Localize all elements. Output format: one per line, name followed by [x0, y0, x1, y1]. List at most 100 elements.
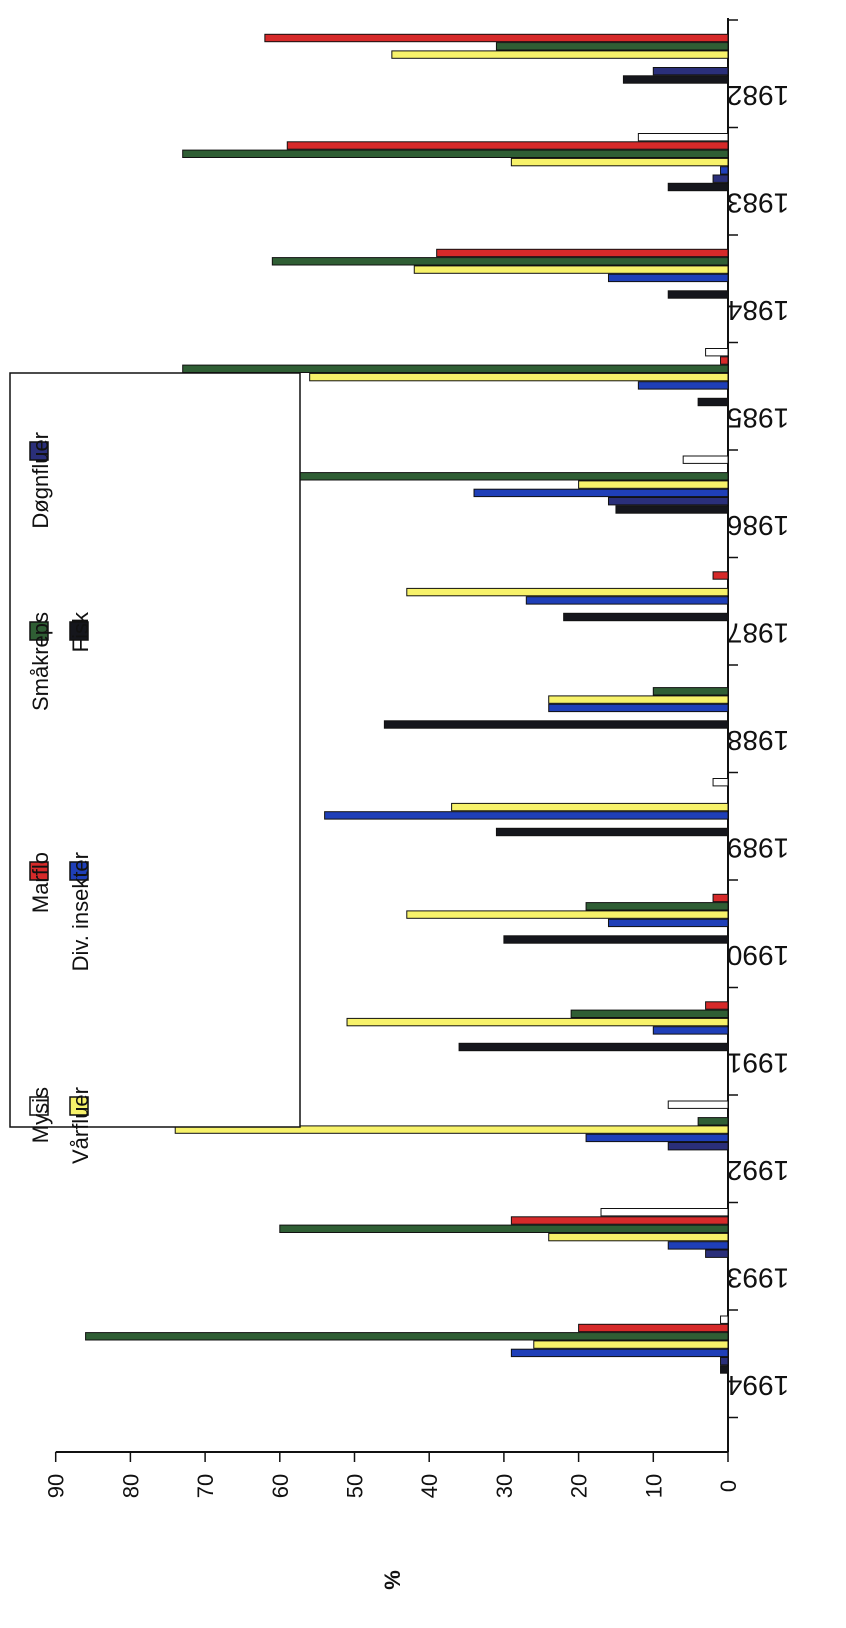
bar-mysis-1992 [667, 1100, 729, 1109]
bar-div-insekter-1988 [548, 703, 729, 713]
bar-div-insekter-1989 [324, 811, 729, 820]
bar-div-insekter-1993 [667, 1241, 729, 1250]
bar-fisk-1984 [667, 290, 729, 299]
bar-smakreps-1984 [271, 257, 729, 266]
bar-fisk-1983 [667, 182, 729, 192]
category-label-1986: 1986 [727, 510, 789, 541]
bar-varfluer-1993 [548, 1232, 729, 1242]
bar-varfluer-1987 [406, 587, 729, 597]
legend-box [9, 372, 301, 1128]
category-label-1993: 1993 [727, 1262, 789, 1293]
bar-fisk-1986 [615, 505, 729, 514]
bar-fisk-1989 [495, 827, 729, 837]
bar-smakreps-1993 [279, 1224, 729, 1233]
value-tick-label: 60 [268, 1474, 293, 1498]
bars-layer [85, 33, 729, 1374]
category-label-1994: 1994 [727, 1370, 789, 1401]
bar-fisk-1985 [697, 397, 729, 407]
value-tick-label: 70 [193, 1474, 218, 1498]
legend-label-d-gnfluer: Døgnfluer [28, 432, 53, 529]
bar-mysis-1985 [705, 348, 729, 357]
category-label-1988: 1988 [727, 725, 789, 756]
bar-div-insekter-1984 [607, 273, 729, 283]
bar-smakreps-1988 [652, 687, 729, 696]
bar-varfluer-1989 [451, 802, 729, 812]
legend-swatch-varfluer [69, 1096, 89, 1116]
bar-mysis-1993 [600, 1208, 729, 1217]
bar-marflo-1983 [286, 141, 729, 150]
bar-smakreps-1983 [182, 149, 729, 159]
bar-varfluer-1988 [548, 695, 729, 704]
legend-label-varfluer: Vårfluer [68, 1087, 93, 1164]
category-label-1983: 1983 [727, 187, 789, 218]
bar-mysis-1983 [637, 133, 729, 142]
legend-swatch-div-insekter [69, 861, 89, 881]
legend-label-smakreps: Småkreps [28, 612, 53, 711]
bar-smakreps-1982 [495, 42, 729, 51]
bar-varfluer-1991 [346, 1017, 729, 1027]
bar-varfluer-1986 [578, 480, 729, 489]
bar-marflo-1984 [436, 248, 729, 258]
category-label-1982: 1982 [727, 80, 789, 111]
value-tick-label: 50 [343, 1474, 368, 1498]
bar-mysis-1986 [682, 455, 729, 464]
value-tick-label: 20 [567, 1474, 592, 1498]
bar-fisk-1990 [503, 935, 729, 944]
category-label-1989: 1989 [727, 832, 789, 863]
bar-varfluer-1990 [406, 910, 729, 919]
bar-varfluer-1983 [510, 157, 729, 167]
value-tick-label: 30 [492, 1474, 517, 1498]
value-tick-label: 40 [417, 1474, 442, 1498]
legend-swatch-smakreps [29, 621, 49, 641]
legend-swatch-fisk [69, 621, 89, 641]
bar-marflo-1994 [578, 1323, 729, 1333]
bar-d-gnfluer-1986 [607, 497, 729, 506]
legend-label-mysis: Mysis [28, 1087, 53, 1143]
bar-varfluer-1985 [309, 372, 729, 382]
bar-fisk-1991 [458, 1042, 729, 1052]
bar-marflo-1991 [705, 1001, 729, 1010]
bar-div-insekter-1985 [637, 381, 729, 390]
bar-div-insekter-1983 [720, 166, 729, 175]
bar-fisk-1982 [622, 75, 729, 84]
bar-smakreps-1991 [570, 1009, 729, 1018]
legend-label-marflo: Marflo [28, 852, 53, 913]
bar-fisk-1994 [720, 1365, 729, 1374]
legend-label-div-insekter: Div. insekter [68, 852, 93, 971]
category-label-1992: 1992 [727, 1155, 789, 1186]
bar-marflo-1990 [712, 893, 729, 903]
bar-d-gnfluer-1993 [705, 1249, 729, 1258]
bar-d-gnfluer-1992 [667, 1142, 729, 1151]
bar-smakreps-1990 [585, 902, 729, 911]
bar-fisk-1987 [563, 612, 729, 622]
value-tick-label: 10 [641, 1474, 666, 1498]
labels-layer: 0 10 20 30 40 50 60 70 80 90% 1982 1983 1984 1985 1986… [44, 80, 789, 1590]
category-label-1987: 1987 [727, 617, 789, 648]
bar-marflo-1987 [712, 571, 729, 580]
legend-swatch-mysis [29, 1096, 49, 1116]
bar-div-insekter-1987 [525, 596, 729, 605]
bar-varfluer-1982 [391, 50, 729, 59]
category-label-1984: 1984 [727, 295, 789, 326]
bar-smakreps-1992 [697, 1117, 729, 1126]
value-tick-label: 0 [716, 1480, 741, 1492]
category-label-1990: 1990 [727, 940, 789, 971]
bar-marflo-1985 [720, 356, 729, 365]
bar-d-gnfluer-1983 [712, 174, 729, 183]
bar-varfluer-1994 [533, 1340, 729, 1349]
bar-d-gnfluer-1982 [652, 67, 729, 76]
category-label-1985: 1985 [727, 402, 789, 433]
bar-marflo-1993 [510, 1216, 729, 1225]
bar-mysis-1994 [720, 1315, 729, 1324]
bar-div-insekter-1990 [607, 918, 729, 928]
legend-label-fisk: Fisk [68, 611, 93, 652]
bar-div-insekter-1992 [585, 1133, 729, 1143]
bar-varfluer-1992 [174, 1125, 729, 1134]
legend-swatch-d-gnfluer [29, 441, 49, 461]
legend-swatch-marflo [29, 861, 49, 881]
value-tick-label: 90 [44, 1474, 69, 1498]
bar-fisk-1988 [383, 720, 729, 729]
bar-varfluer-1984 [413, 265, 729, 274]
value-axis-title: % [380, 1570, 405, 1590]
